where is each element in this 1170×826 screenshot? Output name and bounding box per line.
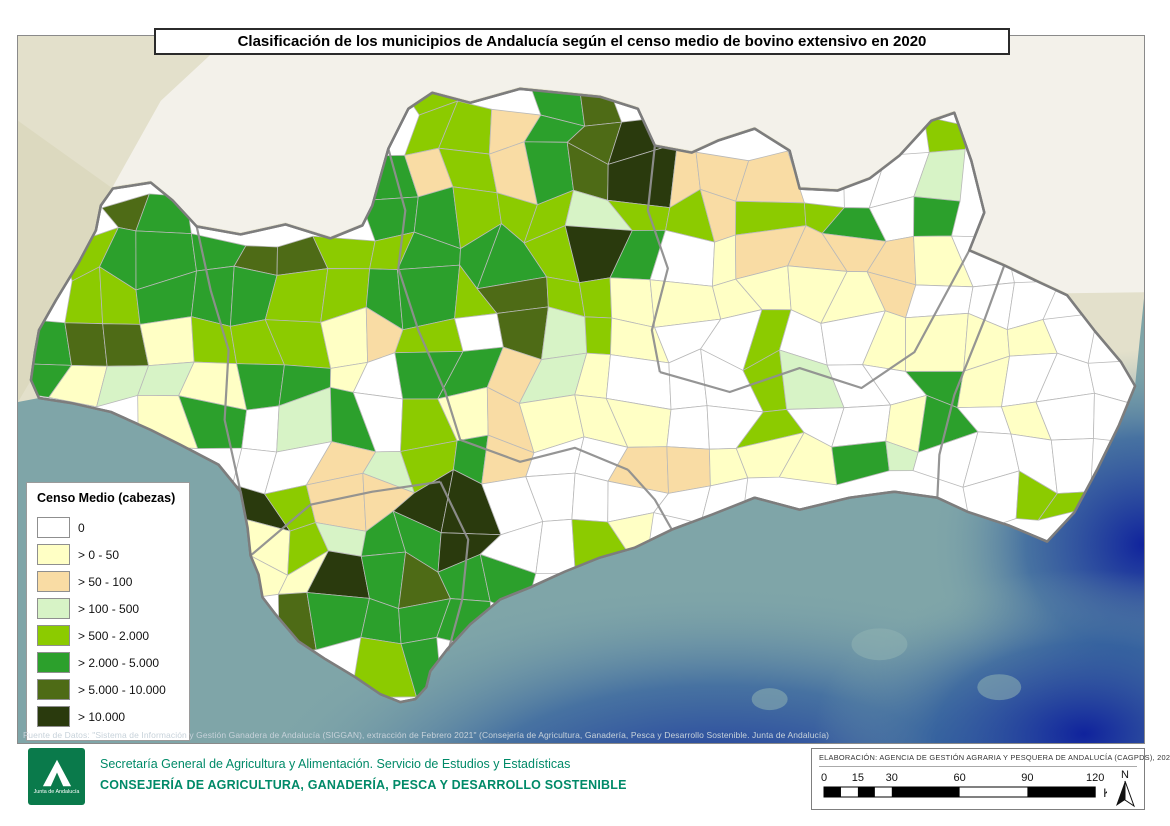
legend-swatch: [37, 625, 70, 646]
legend-item-0: 0: [37, 514, 181, 541]
province-border: [387, 148, 462, 441]
legend-swatch: [37, 679, 70, 700]
map-frame: Clasificación de los municipios de Andal…: [17, 28, 1145, 744]
svg-text:Km: Km: [1103, 786, 1107, 800]
legend-item-4: > 500 - 2.000: [37, 622, 181, 649]
svg-text:120: 120: [1086, 772, 1104, 784]
legend-label: > 5.000 - 10.000: [78, 682, 166, 697]
svg-text:30: 30: [886, 772, 898, 784]
andalucia-choropleth-map: [18, 36, 1144, 743]
svg-text:15: 15: [852, 772, 864, 784]
footer-left: Junta de Andalucía Secretaría General de…: [17, 748, 627, 805]
svg-text:0: 0: [821, 772, 827, 784]
legend-swatch: [37, 598, 70, 619]
legend-label: 0: [78, 520, 85, 535]
province-border: [659, 249, 971, 394]
footer: Junta de Andalucía Secretaría General de…: [17, 748, 1170, 814]
legend-item-7: > 10.000: [37, 703, 181, 730]
elaboration-box: ELABORACIÓN: AGENCIA DE GESTIÓN AGRARIA …: [811, 748, 1170, 810]
province-border: [249, 480, 441, 557]
map-title-text: Clasificación de los municipios de Andal…: [237, 33, 927, 50]
province-border: [195, 226, 242, 492]
scale-bar: 0 15 30 60 90 120 Km: [821, 772, 1107, 800]
scale-row: 0 15 30 60 90 120 Km N: [819, 768, 1137, 810]
legend-item-1: > 0 - 50: [37, 541, 181, 568]
elaboration-text: ELABORACIÓN: AGENCIA DE GESTIÓN AGRARIA …: [819, 753, 1170, 767]
legend-rows: 0 > 0 - 50 > 50 - 100 > 100 - 500 > 500 - 2.…: [37, 514, 181, 730]
map-title: Clasificación de los municipios de Andal…: [154, 28, 1010, 55]
legend-item-3: > 100 - 500: [37, 595, 181, 622]
org-line-2: CONSEJERÍA DE AGRICULTURA, GANADERÍA, PE…: [100, 778, 627, 792]
logo-text: Junta de Andalucía: [33, 789, 80, 795]
svg-text:60: 60: [953, 772, 965, 784]
legend-swatch: [37, 706, 70, 727]
legend-item-2: > 50 - 100: [37, 568, 181, 595]
legend-swatch: [37, 517, 70, 538]
legend-swatch: [37, 652, 70, 673]
province-border: [459, 438, 629, 471]
organization-titles: Secretaría General de Agricultura y Alim…: [100, 757, 627, 792]
svg-text:90: 90: [1021, 772, 1033, 784]
legend-swatch: [37, 571, 70, 592]
province-border: [439, 481, 470, 652]
legend-label: > 10.000: [78, 709, 126, 724]
province-border: [646, 145, 669, 373]
north-arrow-icon: N: [1116, 769, 1135, 808]
legend-title: Censo Medio (cabezas): [37, 491, 176, 505]
legend-label: > 50 - 100: [78, 574, 133, 589]
province-border: [936, 264, 1006, 498]
legend-swatch: [37, 544, 70, 565]
org-line-1: Secretaría General de Agricultura y Alim…: [100, 757, 571, 771]
svg-text:N: N: [1121, 769, 1129, 781]
legend-item-5: > 2.000 - 5.000: [37, 649, 181, 676]
legend-label: > 100 - 500: [78, 601, 140, 616]
logo-a-icon: [42, 759, 71, 787]
junta-de-andalucia-logo: Junta de Andalucía: [28, 748, 85, 805]
legend-box: Censo Medio (cabezas) 0 > 0 - 50 > 50 - 10…: [26, 482, 190, 741]
legend-label: > 500 - 2.000: [78, 628, 150, 643]
legend-label: > 0 - 50: [78, 547, 120, 562]
legend-item-6: > 5.000 - 10.000: [37, 676, 181, 703]
legend-label: > 2.000 - 5.000: [78, 655, 160, 670]
province-border: [627, 469, 673, 531]
source-note: Fuente de Datos: "Sistema de Información…: [23, 730, 830, 740]
